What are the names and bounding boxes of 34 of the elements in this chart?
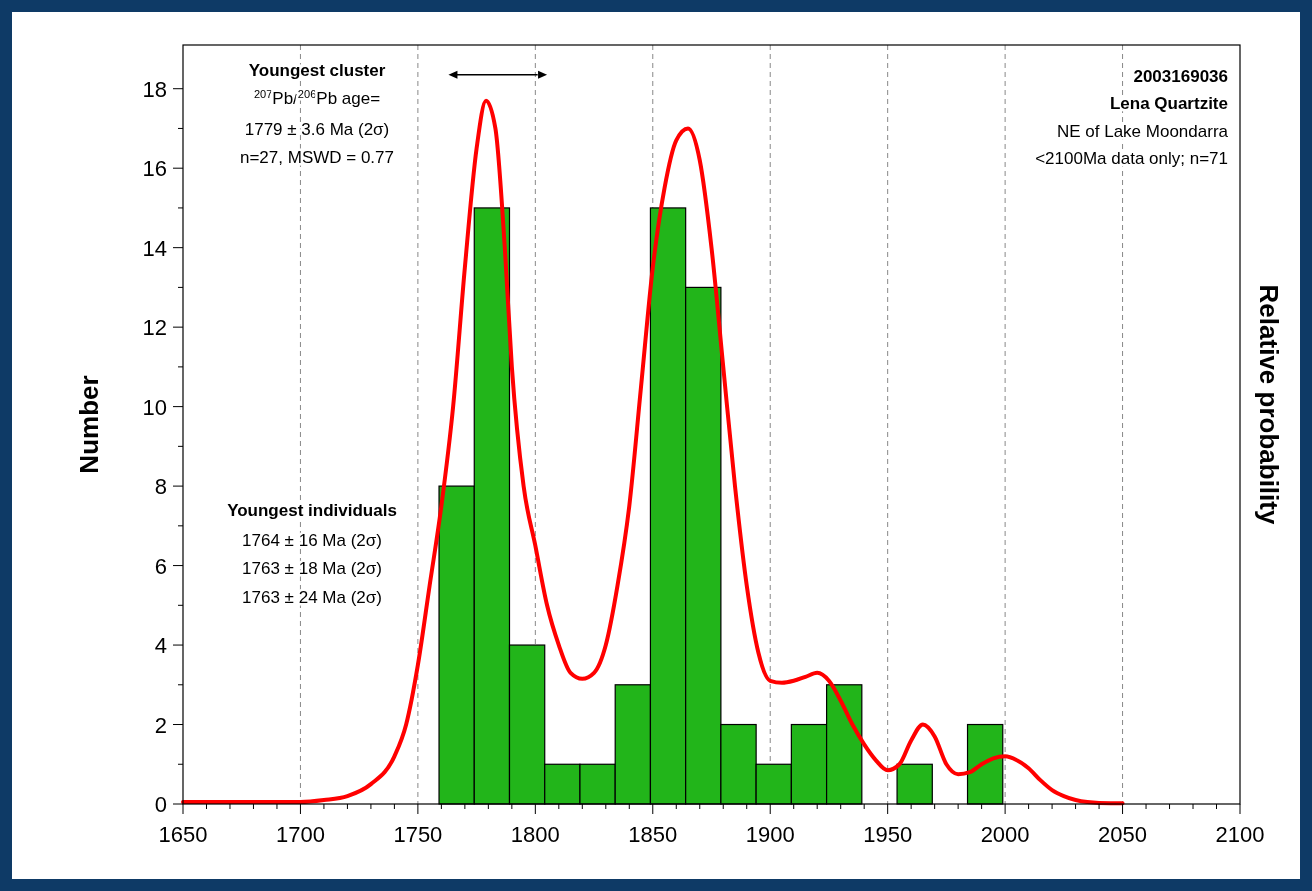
annotation: Lena Quartzite [1109,94,1228,113]
y-axis-title: Number [74,375,104,474]
y-tick-label: 12 [142,315,167,341]
x-tick-label: 1750 [393,822,443,847]
y-tick-label: 16 [142,156,167,182]
annotation: <2100Ma data only; n=71 [1035,149,1228,168]
x-tick-label: 1950 [863,822,913,847]
annotation: 1763 ± 18 Ma (2σ) [242,559,382,578]
annotation: 2003169036 [1133,67,1228,86]
annotation: 1763 ± 24 Ma (2σ) [242,588,382,607]
y-tick-label: 14 [142,235,167,261]
y-tick-label: 10 [142,394,167,420]
x-tick-label: 1900 [745,822,795,847]
x-tick-label: 2000 [980,822,1030,847]
y2-axis-title: Relative probability [1254,284,1284,525]
x-tick-label: 2050 [1098,822,1148,847]
y-tick-label: 2 [154,712,167,738]
annotation: NE of Lake Moondarra [1056,122,1229,141]
y-tick-label: 6 [154,553,167,579]
x-tick-label: 1800 [510,822,560,847]
annotation: Youngest individuals [227,501,397,520]
x-tick-label: 1650 [158,822,208,847]
annotation: n=27, MSWD = 0.77 [239,148,395,167]
x-tick-label: 2100 [1215,822,1265,847]
annotation: 1764 ± 16 Ma (2σ) [242,531,382,550]
y-tick-label: 4 [154,633,167,659]
x-tick-label: 1850 [628,822,678,847]
annotation: 1779 ± 3.6 Ma (2σ) [244,120,390,139]
annotation: Youngest cluster [248,61,386,80]
y-tick-label: 0 [154,792,167,817]
y-tick-label: 8 [154,474,167,500]
x-tick-label: 1700 [275,822,325,847]
annotation: $^{207}$Pb/$^{206}$Pb age= [253,88,381,108]
y-tick-label: 18 [142,76,167,102]
